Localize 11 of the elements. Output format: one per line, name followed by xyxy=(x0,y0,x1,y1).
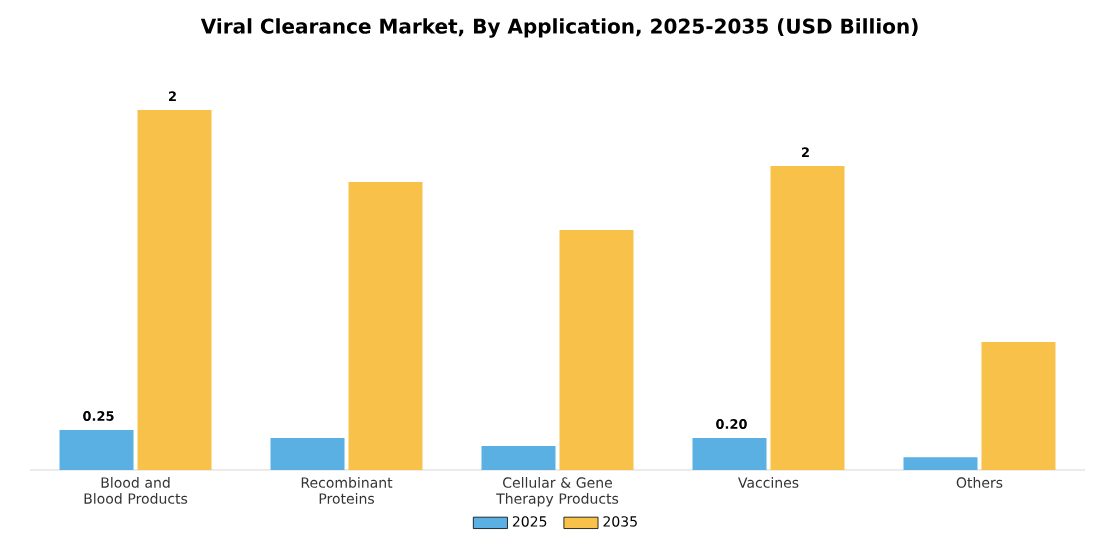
bar xyxy=(692,437,767,470)
bar xyxy=(903,457,978,470)
bar xyxy=(270,437,345,470)
bar xyxy=(770,165,845,470)
bar xyxy=(348,181,423,470)
bar xyxy=(59,429,134,470)
bar xyxy=(481,445,556,470)
chart-title: Viral Clearance Market, By Application, 2025-2035 (USD Billion) xyxy=(200,18,918,38)
bar xyxy=(559,229,634,470)
bar xyxy=(137,109,212,470)
bar xyxy=(981,341,1056,470)
